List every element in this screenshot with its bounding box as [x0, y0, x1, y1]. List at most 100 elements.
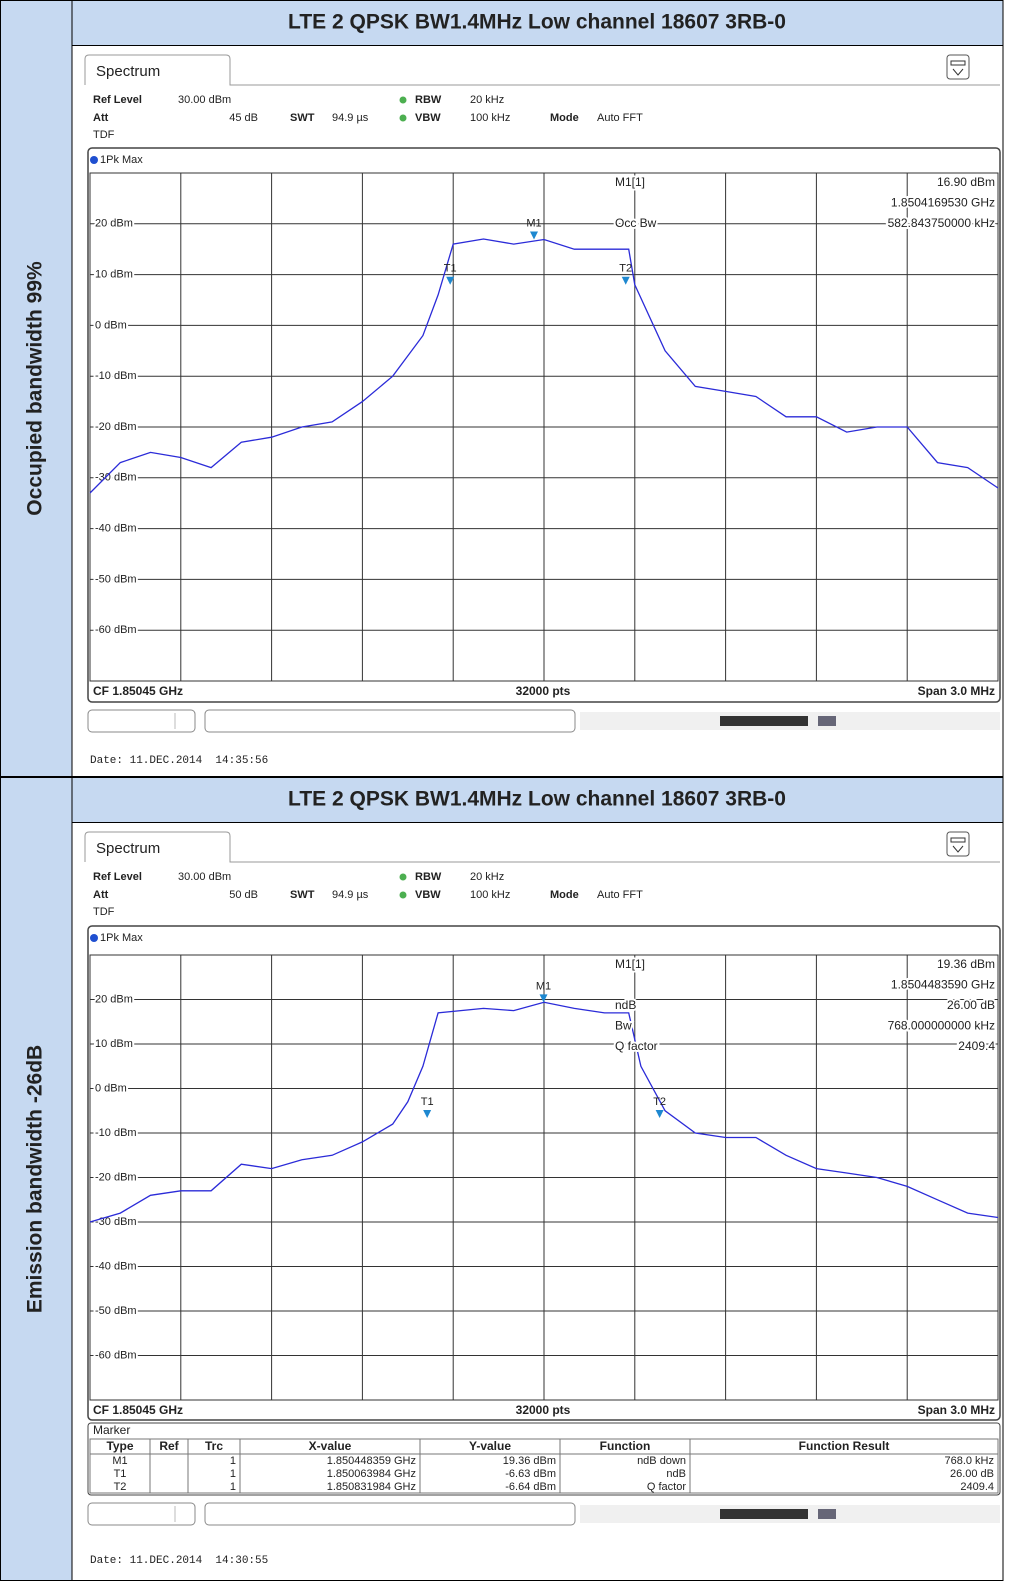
status-dot — [399, 114, 407, 122]
points: 32000 pts — [516, 684, 571, 698]
mode-label: Mode — [550, 889, 579, 901]
swt-label: SWT — [290, 112, 315, 124]
row-label: Occupied bandwidth 99% — [24, 261, 47, 516]
marker — [446, 276, 455, 285]
y-tick-label: 0 dBm — [95, 1082, 127, 1094]
marker-label: M1 — [536, 980, 551, 992]
status-indicator — [720, 1509, 808, 1519]
marker-table-cell: 1.850831984 GHz — [327, 1481, 416, 1493]
tab-outline — [84, 831, 1000, 863]
ref-level-label: Ref Level — [93, 94, 142, 106]
y-tick-label: -30 dBm — [95, 1216, 137, 1228]
marker-table-title: Marker — [93, 1423, 130, 1437]
att: 45 dB — [229, 112, 258, 124]
menu-icon-glyph — [950, 60, 966, 76]
info-label: ndB — [615, 998, 636, 1012]
row-title: LTE 2 QPSK BW1.4MHz Low channel 18607 3R… — [288, 11, 786, 34]
marker-table-cell: 26.00 dB — [950, 1468, 994, 1480]
span: Span 3.0 MHz — [918, 1403, 995, 1417]
info-value: 768.000000000 kHz — [888, 1019, 995, 1033]
marker-table-header: Ref — [159, 1439, 179, 1453]
marker-table-cell: M1 — [112, 1455, 127, 1467]
swt-label: SWT — [290, 889, 315, 901]
tab-label: Spectrum — [96, 840, 160, 857]
info-label: M1[1] — [615, 957, 645, 971]
swt: 94.9 µs — [332, 889, 369, 901]
marker-table-cell: 1.850063984 GHz — [327, 1468, 416, 1480]
status-indicator — [720, 716, 808, 726]
marker-table-header: Y-value — [469, 1439, 511, 1453]
tab-outline — [84, 54, 1000, 86]
marker — [539, 994, 548, 1003]
y-tick-label: -50 dBm — [95, 573, 137, 585]
marker-label: T1 — [444, 263, 457, 275]
trace-dot — [90, 934, 98, 942]
vbw-label: VBW — [415, 889, 441, 901]
y-tick-label: -40 dBm — [95, 1260, 137, 1272]
vbw: 100 kHz — [470, 889, 510, 901]
y-tick-label: -10 dBm — [95, 370, 137, 382]
marker-table-cell: T1 — [114, 1468, 127, 1480]
trace — [89, 238, 999, 494]
mode: Auto FFT — [597, 112, 643, 124]
status-box — [204, 1502, 576, 1526]
rbw-label: RBW — [415, 871, 442, 883]
info-value: 26.00 dB — [947, 998, 995, 1012]
marker-label: T2 — [619, 263, 632, 275]
points: 32000 pts — [516, 1403, 571, 1417]
marker-table-cell: T2 — [114, 1481, 127, 1493]
att-label: Att — [93, 112, 109, 124]
marker-table-cell: -6.64 dBm — [505, 1481, 556, 1493]
label-cell — [0, 777, 73, 1581]
span: Span 3.0 MHz — [918, 684, 995, 698]
marker-table-cell: 768.0 kHz — [944, 1455, 994, 1467]
y-tick-label: -30 dBm — [95, 472, 137, 484]
info-label: Q factor — [615, 1039, 658, 1053]
menu-icon-glyph — [950, 837, 966, 853]
tdf: TDF — [93, 129, 115, 141]
status-dot — [399, 96, 407, 104]
center-frequency: CF 1.85045 GHz — [93, 1403, 183, 1417]
rbw-label: RBW — [415, 94, 442, 106]
status-dot — [399, 873, 407, 881]
info-label: M1[1] — [615, 175, 645, 189]
marker — [423, 1110, 432, 1119]
marker-table-header: Function — [600, 1439, 651, 1453]
center-frequency: CF 1.85045 GHz — [93, 684, 183, 698]
label-cell — [0, 0, 73, 777]
marker-label: T2 — [653, 1096, 666, 1108]
y-tick-label: -60 dBm — [95, 624, 137, 636]
marker-table-cell: 1 — [230, 1455, 236, 1467]
title-cell — [71, 0, 1004, 46]
info-value: 1.8504483590 GHz — [891, 978, 995, 992]
marker-table-cell: -6.63 dBm — [505, 1468, 556, 1480]
mode-label: Mode — [550, 112, 579, 124]
tab-label: Spectrum — [96, 63, 160, 80]
row-label: Emission bandwidth -26dB — [24, 1045, 47, 1313]
info-value: 582.843750000 kHz — [888, 216, 995, 230]
info-label: Occ Bw — [615, 216, 657, 230]
marker-table-cell: Q factor — [647, 1481, 686, 1493]
ref-level: 30.00 dBm — [178, 871, 231, 883]
status-indicator — [818, 1509, 836, 1519]
marker-table-header: Function Result — [799, 1439, 890, 1453]
info-label: Bw — [615, 1019, 632, 1033]
y-tick-label: -20 dBm — [95, 1171, 137, 1183]
status-dot — [399, 891, 407, 899]
vbw-label: VBW — [415, 112, 441, 124]
marker-table-cell: 1.850448359 GHz — [327, 1455, 416, 1467]
y-tick-label: -50 dBm — [95, 1305, 137, 1317]
mode: Auto FFT — [597, 889, 643, 901]
marker-table-header: Trc — [205, 1439, 223, 1453]
info-value: 1.8504169530 GHz — [891, 196, 995, 210]
marker-table-grid — [89, 1438, 999, 1494]
y-tick-label: -60 dBm — [95, 1349, 137, 1361]
marker-table-header: Type — [106, 1439, 133, 1453]
date: Date: 11.DEC.2014 14:30:55 — [90, 1555, 268, 1567]
vbw: 100 kHz — [470, 112, 510, 124]
info-value: 2409.4 — [958, 1039, 995, 1053]
rbw: 20 kHz — [470, 871, 504, 883]
y-tick-label: 10 dBm — [95, 269, 133, 281]
